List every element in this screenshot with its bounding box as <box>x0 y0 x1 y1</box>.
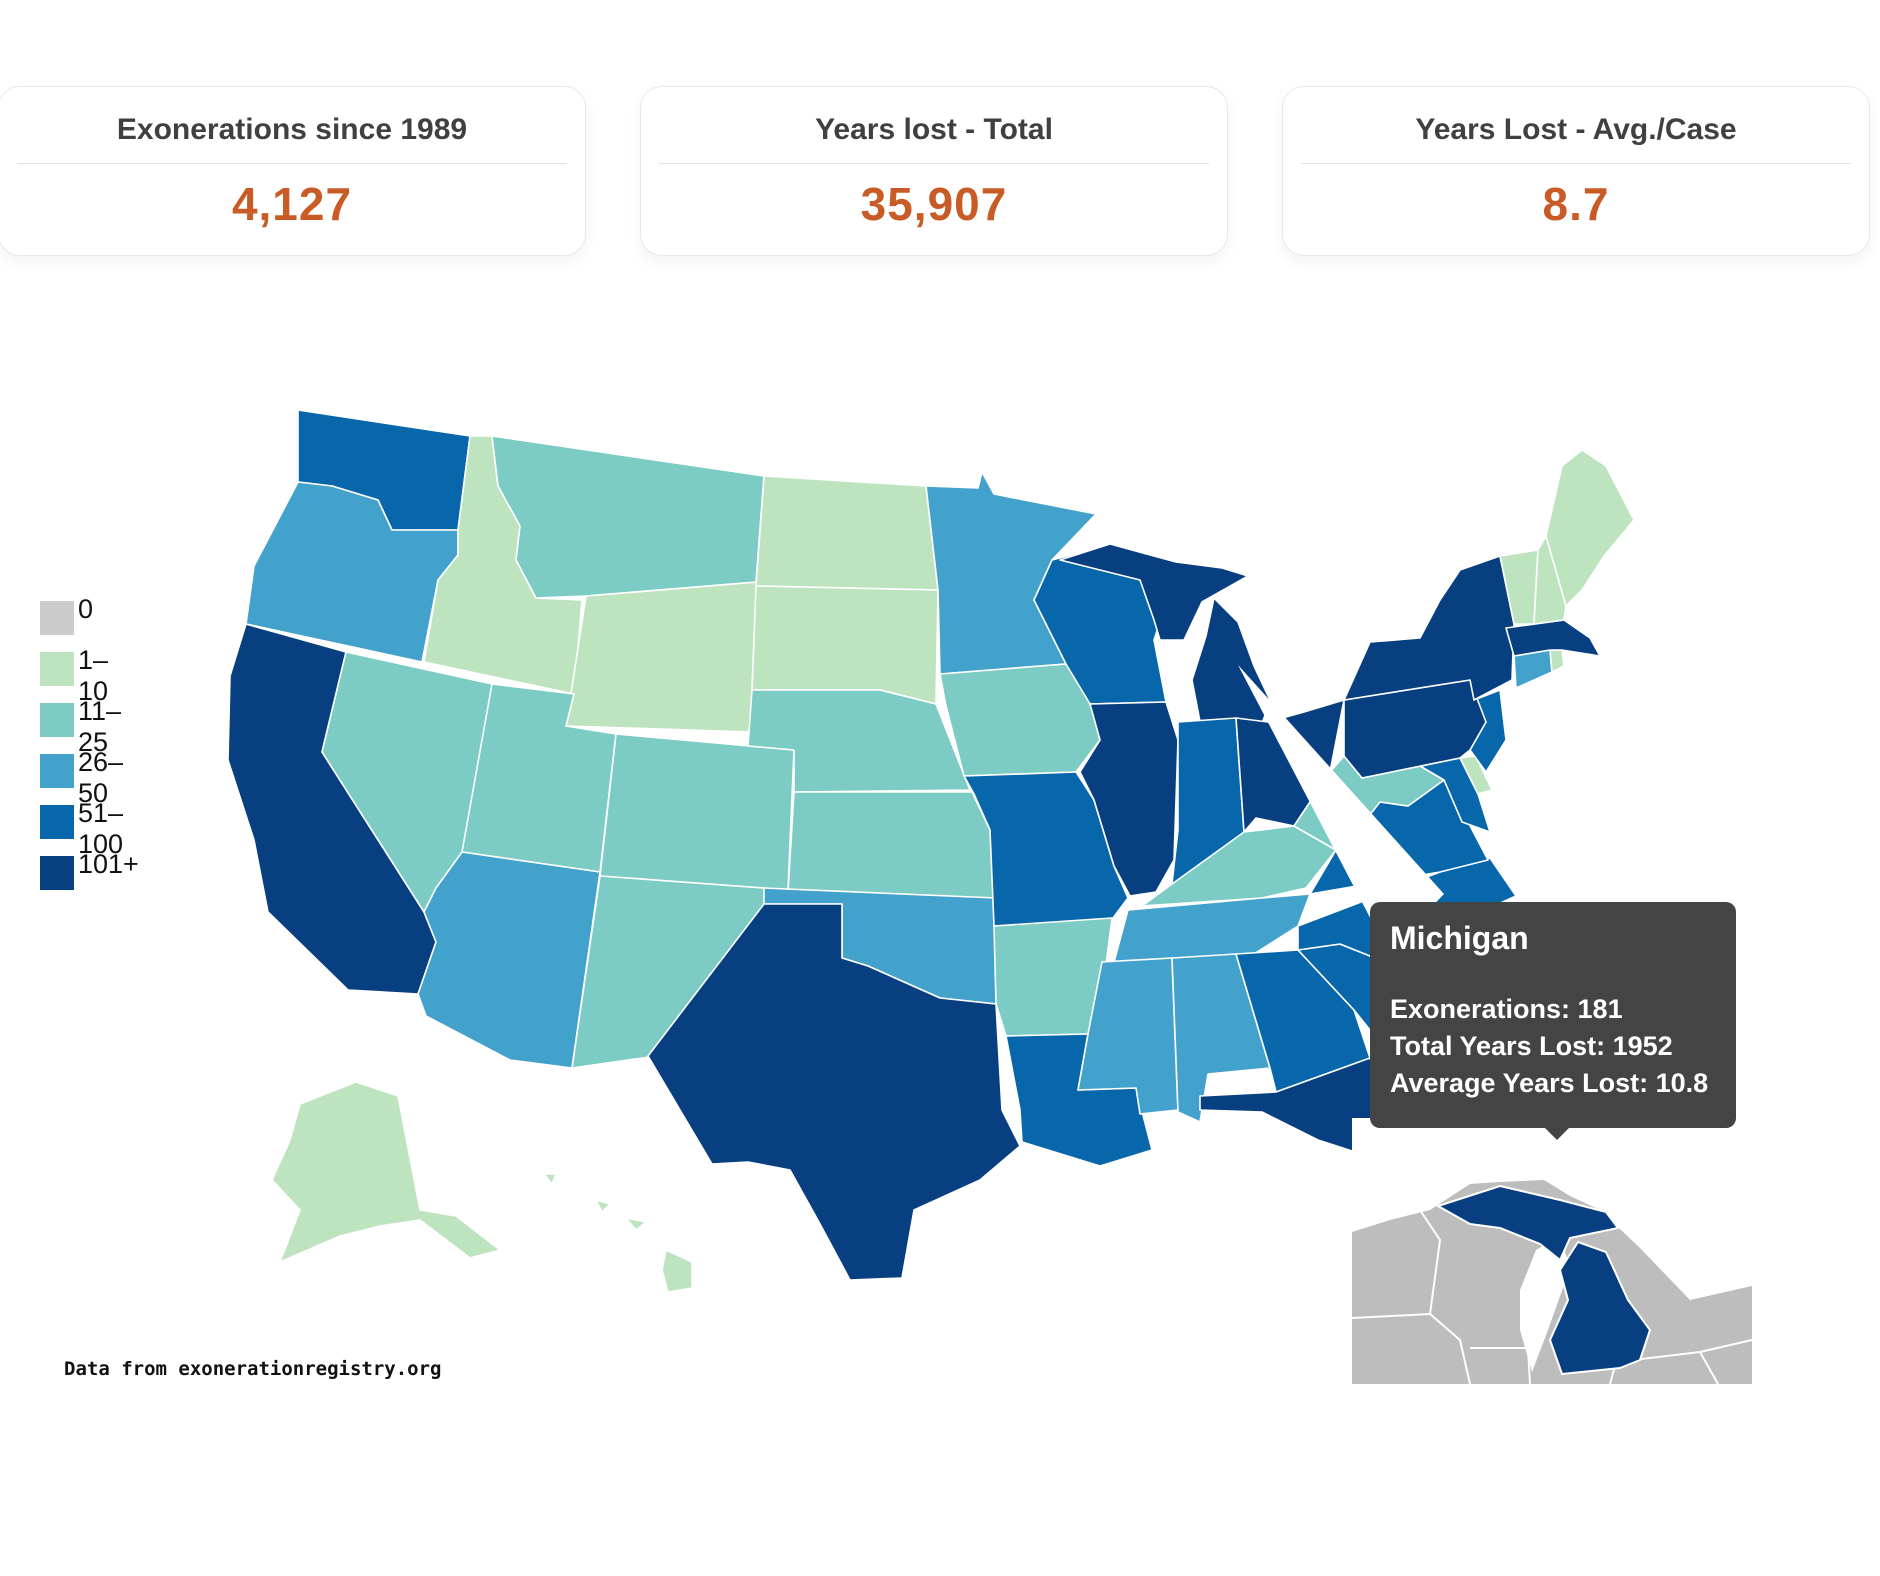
state-ny[interactable] <box>1343 555 1515 701</box>
legend-label: 101+ <box>78 849 139 879</box>
source-note: Data from exonerationregistry.org <box>64 1358 442 1380</box>
state-me[interactable] <box>1545 449 1635 607</box>
legend-swatch <box>40 754 74 788</box>
state-hi[interactable] <box>543 1173 693 1293</box>
tooltip-avg-years: Average Years Lost: 10.8 <box>1390 1068 1709 1098</box>
state-co[interactable] <box>599 733 795 891</box>
stat-card-exonerations: Exonerations since 1989 4,127 <box>0 86 586 256</box>
legend-label: 26–50 <box>78 747 124 808</box>
legend-swatch <box>40 703 74 737</box>
legend-swatch <box>40 601 74 635</box>
stat-value: 35,907 <box>860 178 1008 230</box>
tooltip-total-years: Total Years Lost: 1952 <box>1390 1031 1673 1061</box>
stat-value: 4,127 <box>231 178 353 230</box>
stat-card-years-total: Years lost - Total 35,907 <box>640 86 1228 256</box>
legend-swatch <box>40 652 74 686</box>
state-tx[interactable] <box>647 903 1021 1281</box>
state-wy[interactable] <box>565 581 759 733</box>
legend-swatch <box>40 805 74 839</box>
stat-card-years-avg: Years Lost - Avg./Case 8.7 <box>1282 86 1870 256</box>
stat-label: Exonerations since 1989 <box>17 107 567 164</box>
state-nh[interactable] <box>1533 535 1567 625</box>
state-nd[interactable] <box>755 475 939 591</box>
inset-michigan <box>1435 1184 1652 1376</box>
state-tooltip: Michigan Exonerations: 181 Total Years L… <box>1370 902 1736 1140</box>
state-ri[interactable] <box>1549 649 1565 673</box>
state-ky[interactable] <box>1141 825 1337 907</box>
legend-label: 51–100 <box>78 798 124 859</box>
state-ak[interactable] <box>271 1081 501 1263</box>
legend-label: 0 <box>78 594 94 624</box>
callout-pointer <box>1238 665 1444 952</box>
state-il[interactable] <box>1079 701 1179 897</box>
stat-value: 8.7 <box>1542 178 1610 230</box>
stat-label: Years Lost - Avg./Case <box>1301 107 1851 164</box>
state-ne[interactable] <box>747 689 971 793</box>
stat-label: Years lost - Total <box>659 107 1209 164</box>
legend-swatch <box>40 856 74 890</box>
tooltip-title: Michigan <box>1390 920 1529 956</box>
state-ks[interactable] <box>787 791 997 899</box>
state-sd[interactable] <box>751 585 939 705</box>
legend-label: 11–25 <box>78 696 122 757</box>
state-az[interactable] <box>417 851 601 1069</box>
state-de[interactable] <box>1459 755 1493 795</box>
tooltip-arrow <box>1545 1128 1569 1140</box>
tooltip-exonerations: Exonerations: 181 <box>1390 994 1623 1024</box>
state-mt[interactable] <box>491 435 765 599</box>
michigan-inset <box>1352 1118 1752 1384</box>
legend-label: 1–10 <box>78 645 109 706</box>
state-ma[interactable] <box>1505 619 1601 657</box>
state-mo[interactable] <box>963 771 1129 927</box>
